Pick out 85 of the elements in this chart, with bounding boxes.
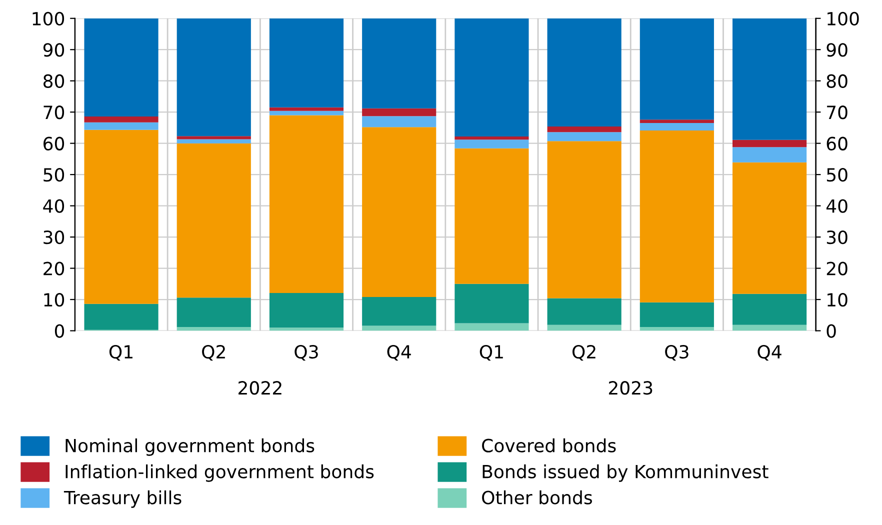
y-tick-label: 70 xyxy=(44,106,64,120)
legend-label: Nominal government bonds xyxy=(66,438,314,456)
bar xyxy=(362,297,436,326)
x-tick-label: Q1 xyxy=(480,344,503,361)
bar xyxy=(454,323,529,331)
bar xyxy=(269,328,344,331)
y-tick-label: 80 xyxy=(43,74,64,88)
y2-tick-label: 40 xyxy=(826,199,848,213)
y-tick-label: 0 xyxy=(54,324,64,338)
bar xyxy=(547,141,622,298)
y-tick-label: 90 xyxy=(43,43,64,57)
bar xyxy=(732,324,807,331)
bar xyxy=(547,132,622,142)
legend-label: Bonds issued by Kommuninvest xyxy=(482,464,768,482)
bar xyxy=(547,126,622,132)
y-tick-label: 30 xyxy=(44,230,64,244)
bar xyxy=(732,162,807,294)
y2-tick-label: 90 xyxy=(826,43,848,57)
bar xyxy=(454,18,529,136)
legend-label: Treasury bills xyxy=(64,490,182,508)
bar xyxy=(269,110,344,116)
bar xyxy=(640,18,714,120)
y2-tick-label: 60 xyxy=(826,136,848,150)
x-tick-label: Q2 xyxy=(572,344,596,361)
x-tick-label: Q3 xyxy=(665,344,688,361)
y2-tick-label: 70 xyxy=(827,106,848,120)
bar xyxy=(269,18,344,108)
y2-tick-label: 20 xyxy=(826,262,848,276)
x-tick-label: Q3 xyxy=(294,344,318,361)
x-tick-label: Q2 xyxy=(202,344,225,361)
bar xyxy=(454,140,529,148)
y-tick-label: 50 xyxy=(44,168,64,182)
bar xyxy=(732,18,807,140)
text: 2022 xyxy=(238,381,282,395)
bar xyxy=(362,18,436,108)
bar xyxy=(84,18,158,116)
bar xyxy=(176,143,251,298)
bar xyxy=(269,115,344,293)
bar xyxy=(547,324,622,331)
bar xyxy=(454,148,529,284)
bar xyxy=(640,123,714,131)
bar xyxy=(547,298,622,325)
y-tick-label: 40 xyxy=(43,199,64,213)
bar xyxy=(176,298,251,327)
bar xyxy=(362,326,436,331)
y2-tick-label: 80 xyxy=(826,74,848,88)
legend-label: Other bonds xyxy=(482,490,592,504)
bar xyxy=(640,302,714,327)
bar xyxy=(176,327,251,331)
x-tick-label: Q1 xyxy=(109,344,132,361)
x-tick-label: Q4 xyxy=(758,344,782,361)
x-tick-label: Q4 xyxy=(387,344,411,361)
bar xyxy=(176,136,251,140)
bar xyxy=(84,130,158,304)
bar xyxy=(547,18,622,126)
bar xyxy=(84,116,158,122)
y-tick-label: 20 xyxy=(44,262,64,276)
y2-tick-label: 0 xyxy=(826,324,836,338)
y-tick-label: 60 xyxy=(44,136,64,150)
y-tick-label: 100 xyxy=(32,12,64,26)
y2-tick-label: 30 xyxy=(826,230,848,244)
bar xyxy=(362,108,436,116)
bar xyxy=(176,139,251,144)
bar xyxy=(640,130,714,302)
text: 2023 xyxy=(608,381,652,395)
bar xyxy=(362,127,436,298)
y2-tick-label: 50 xyxy=(826,168,848,182)
bar xyxy=(454,284,529,324)
bar xyxy=(84,122,158,130)
y2-tick-label: 100 xyxy=(828,12,859,26)
legend-label: Covered bonds xyxy=(482,438,616,452)
bar xyxy=(269,107,344,111)
legend-label: Inflation-linked government bonds xyxy=(66,464,374,482)
bar xyxy=(640,327,714,331)
bar xyxy=(176,18,251,136)
bar xyxy=(84,304,158,330)
bar xyxy=(732,294,807,325)
bar xyxy=(732,147,807,162)
bar xyxy=(732,140,807,148)
bar xyxy=(640,120,714,124)
y2-tick-label: 10 xyxy=(828,292,848,307)
bar xyxy=(269,292,344,328)
y-tick-label: 10 xyxy=(44,292,64,307)
bar xyxy=(362,116,436,128)
bar xyxy=(454,136,529,140)
